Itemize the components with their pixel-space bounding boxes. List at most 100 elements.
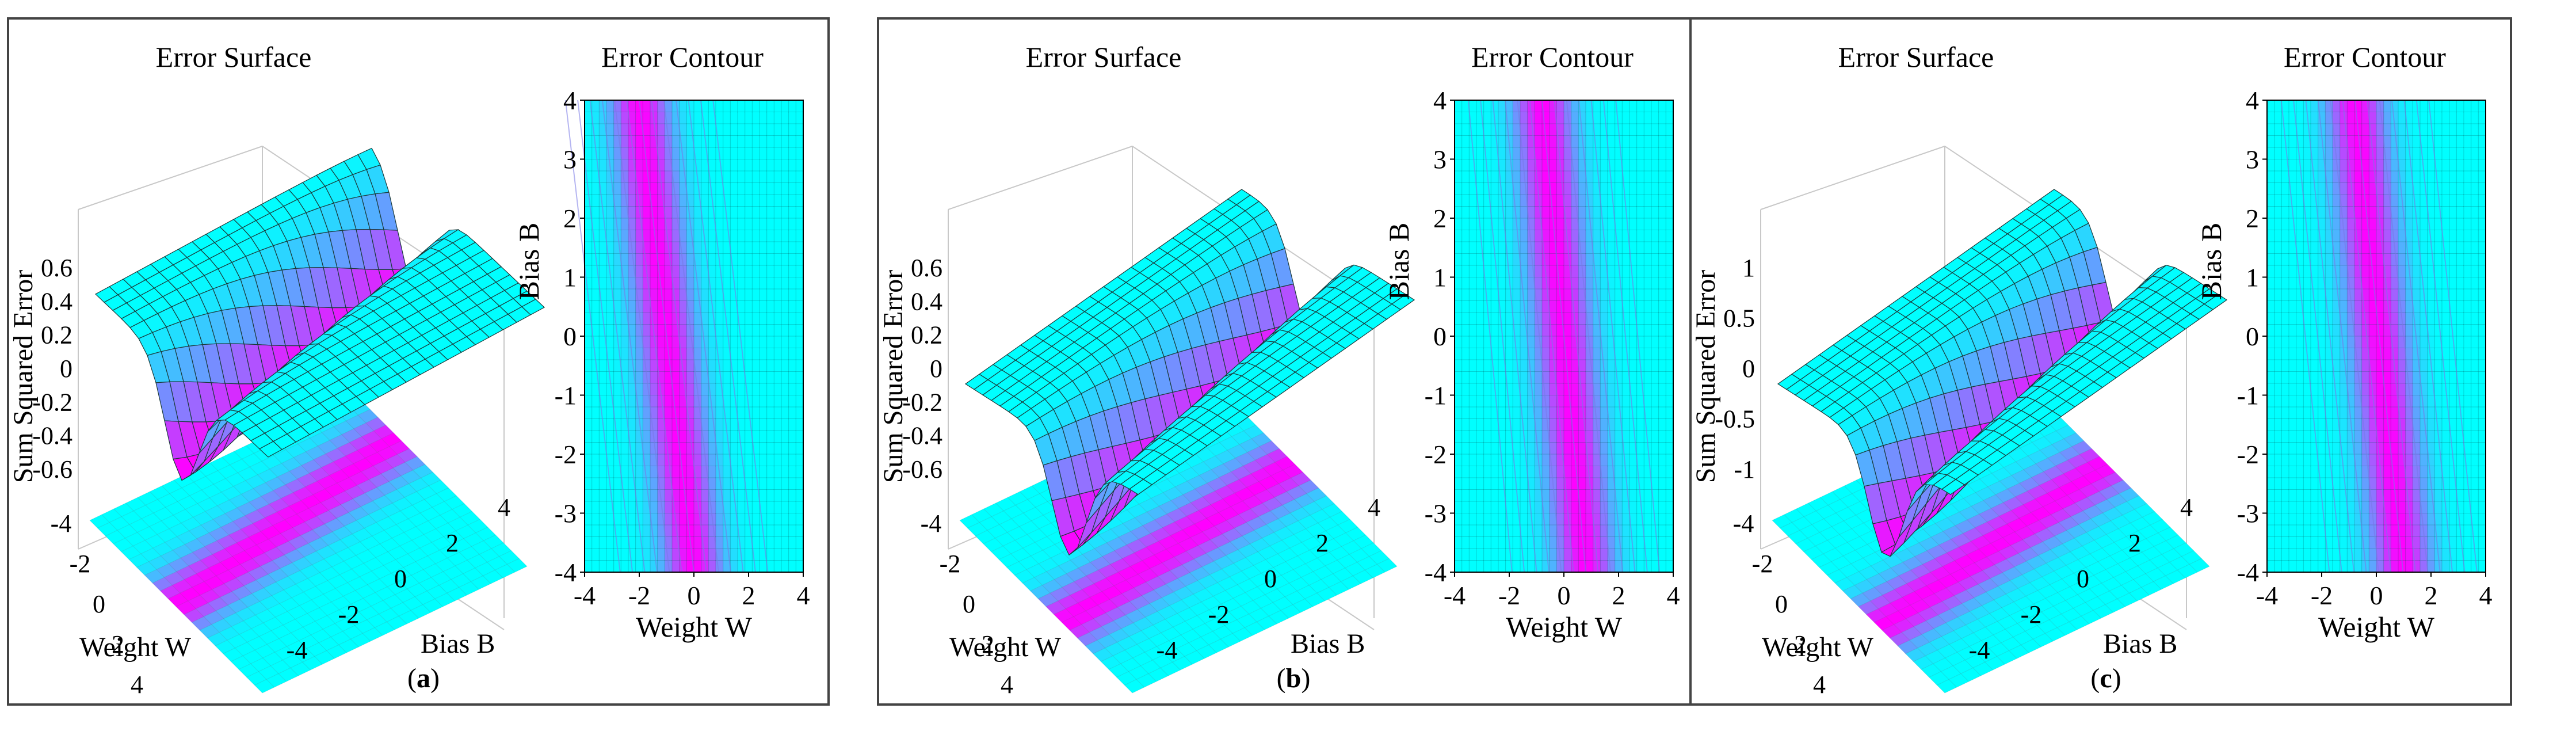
contour-cell	[664, 147, 673, 160]
contour-cell	[715, 406, 724, 420]
contour-cell	[1468, 524, 1478, 538]
contour-cell	[606, 513, 615, 526]
contour-cell	[751, 513, 761, 526]
contour-cell	[1658, 430, 1667, 443]
contour-cell	[591, 548, 600, 561]
contour-cell	[781, 336, 789, 349]
contour-cell	[788, 513, 797, 526]
contour-cell	[1549, 147, 1558, 160]
contour-cell	[628, 383, 636, 396]
contour-cell	[686, 442, 695, 455]
y-tick-label: 2	[1433, 204, 1447, 233]
contour-cell	[1468, 230, 1478, 242]
contour-cell	[1534, 501, 1543, 514]
contour-cell	[1636, 442, 1645, 455]
contour-cell	[1454, 112, 1463, 124]
contour-cell	[766, 253, 775, 266]
contour-cell	[613, 265, 622, 278]
contour-cell	[745, 100, 753, 113]
contour-cell	[1571, 489, 1579, 502]
contour-cell	[1621, 513, 1631, 526]
contour-cell	[1505, 288, 1514, 302]
contour-cell	[1658, 230, 1667, 242]
contour-cell	[1600, 383, 1609, 396]
contour-cell	[1665, 406, 1674, 420]
contour-cell	[773, 501, 783, 514]
contour-cell	[1454, 265, 1463, 278]
contour-cell	[781, 371, 789, 384]
contour-cell	[1621, 560, 1631, 573]
contour-cell	[759, 218, 768, 231]
surface-cell	[258, 441, 283, 458]
contour-cell	[1549, 265, 1558, 278]
contour-cell	[1651, 418, 1659, 431]
contour-cell	[1607, 395, 1616, 408]
contour-cell	[715, 100, 724, 113]
contour-cell	[1651, 135, 1659, 148]
contour-cell	[795, 253, 804, 266]
contour-cell	[664, 312, 673, 325]
contour-cell	[773, 159, 783, 172]
contour-cell	[751, 359, 761, 372]
contour-cell	[584, 466, 593, 478]
contour-cell	[795, 112, 804, 124]
contour-cell	[591, 194, 600, 207]
contour-cell	[628, 406, 636, 420]
contour-cell	[1665, 159, 1674, 172]
contour-cell	[1520, 477, 1528, 490]
contour-cell	[730, 418, 739, 431]
contour-cell	[1643, 513, 1653, 526]
contour-line	[577, 100, 633, 573]
contour-cell	[1454, 383, 1463, 396]
contour-cell	[737, 206, 746, 219]
contour-cell	[1665, 454, 1674, 467]
z-tick-label: 0.6	[911, 254, 942, 282]
contour-cell	[1600, 348, 1609, 360]
contour-cell	[730, 159, 739, 172]
contour-cell	[730, 454, 739, 467]
contour-cell	[1556, 336, 1565, 349]
contour-cell	[584, 501, 593, 514]
contour-cell	[737, 395, 746, 408]
contour-cell	[1468, 501, 1478, 514]
contour-cell	[1483, 442, 1492, 455]
contour-cell	[598, 218, 608, 231]
contour-cell	[1651, 454, 1659, 467]
contour-cell	[1498, 524, 1506, 538]
contour-cell	[1643, 123, 1653, 136]
contour-cell	[1585, 395, 1594, 408]
contour-cell	[795, 430, 804, 443]
contour-cell	[635, 371, 644, 384]
contour-cell	[1498, 253, 1506, 266]
contour-cell	[1490, 466, 1499, 478]
contour-cell	[1651, 324, 1659, 337]
contour-cell	[723, 170, 731, 184]
contour-cell	[1563, 182, 1572, 195]
contour-cell	[759, 489, 768, 502]
contour-cell	[781, 536, 789, 549]
contour-cell	[642, 170, 651, 184]
w-tick-label: -4	[51, 509, 72, 538]
contour-cell	[708, 501, 717, 514]
contour-cell	[715, 513, 724, 526]
contour-cell	[1476, 418, 1484, 431]
contour-cell	[1665, 442, 1674, 455]
contour-cell	[751, 170, 761, 184]
contour-cell	[584, 406, 593, 420]
contour-cell	[613, 395, 622, 408]
w-axis-label: Weight W	[949, 632, 1062, 663]
contour-cell	[788, 406, 797, 420]
contour-cell	[591, 406, 600, 420]
contour-cell	[1636, 348, 1645, 360]
contour-cell	[657, 430, 666, 443]
contour-cell	[1520, 206, 1528, 219]
contour-cell	[1593, 359, 1601, 372]
contour-cell	[1585, 524, 1594, 538]
contour-cell	[1658, 359, 1667, 372]
contour-cell	[1490, 288, 1499, 302]
contour-cell	[723, 277, 731, 290]
contour-cell	[664, 359, 673, 372]
contour-cell	[1651, 442, 1659, 455]
contour-cell	[759, 371, 768, 384]
contour-cell	[781, 383, 789, 396]
